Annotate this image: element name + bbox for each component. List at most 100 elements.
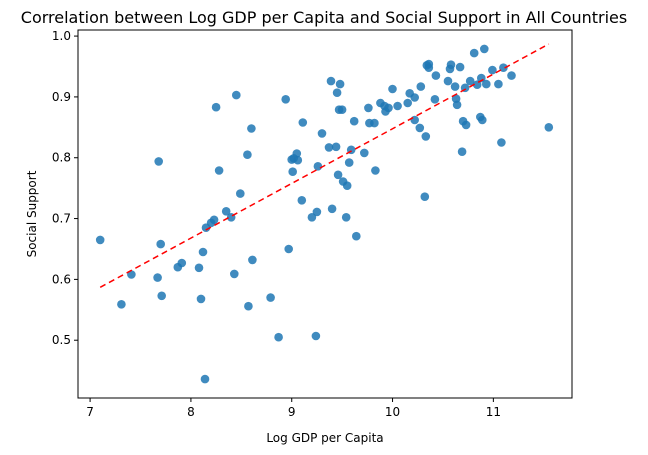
y-tick-label: 0.9 [52, 90, 71, 104]
scatter-point-60 [364, 103, 373, 113]
scatter-point-104 [497, 138, 506, 147]
scatter-point-99 [478, 115, 487, 125]
scatter-point-55 [344, 158, 354, 167]
scatter-point-59 [360, 148, 369, 158]
scatter-point-32 [288, 167, 298, 176]
scatter-point-50 [335, 79, 345, 89]
scatter-point-70 [403, 98, 413, 108]
scatter-point-23 [243, 150, 252, 159]
x-axis-label: Log GDP per Capita [266, 431, 383, 445]
scatter-point-4 [154, 157, 163, 166]
scatter-point-80 [424, 63, 434, 72]
scatter-point-95 [469, 48, 479, 58]
scatter-point-86 [450, 82, 460, 91]
y-tick-label: 0.8 [52, 151, 71, 165]
scatter-point-28 [274, 332, 283, 342]
scatter-point-57 [349, 116, 359, 126]
scatter-point-47 [332, 88, 342, 97]
scatter-point-72 [410, 115, 420, 125]
scatter-point-34 [292, 149, 302, 158]
scatter-point-45 [327, 204, 337, 214]
x-tick-label: 11 [486, 405, 501, 419]
scatter-point-63 [371, 166, 380, 175]
scatter-point-68 [388, 84, 397, 94]
scatter-point-41 [313, 162, 323, 171]
scatter-point-9 [194, 263, 204, 273]
scatter-point-18 [221, 207, 231, 216]
scatter-point-90 [457, 147, 467, 156]
scatter-point-11 [198, 247, 208, 257]
trend-line [99, 43, 550, 288]
x-tick-label: 7 [86, 405, 94, 419]
scatter-point-69 [393, 101, 402, 111]
scatter-point-54 [342, 181, 352, 190]
y-axis-label: Social Support [25, 170, 39, 257]
scatter-point-85 [446, 60, 456, 69]
scatter-point-22 [236, 189, 245, 198]
scatter-point-94 [465, 76, 475, 86]
scatter-point-48 [333, 170, 343, 180]
scatter-point-100 [480, 44, 489, 54]
scatter-point-39 [311, 331, 321, 341]
scatter-point-74 [415, 123, 425, 133]
y-tick-label: 1.0 [52, 29, 71, 43]
scatter-point-53 [341, 213, 351, 222]
scatter-point-16 [211, 102, 221, 112]
chart-title: Correlation between Log GDP per Capita a… [20, 8, 628, 27]
scatter-point-26 [248, 255, 257, 265]
scatter-point-83 [443, 76, 453, 86]
scatter-point-6 [157, 291, 166, 301]
scatter-point-77 [421, 132, 431, 141]
scatter-point-51 [337, 105, 347, 114]
scatter-point-1 [117, 300, 126, 309]
scatter-point-67 [384, 103, 393, 113]
scatter-point-29 [281, 95, 291, 104]
scatter-point-3 [153, 273, 162, 282]
scatter-point-106 [507, 71, 516, 80]
x-tick-label: 9 [288, 405, 296, 419]
scatter-point-35 [293, 155, 303, 165]
scatter-point-10 [196, 294, 206, 304]
scatter-point-89 [455, 62, 465, 72]
scatter-point-42 [317, 129, 327, 138]
y-tick-label: 0.5 [52, 333, 71, 347]
scatter-point-15 [209, 215, 219, 225]
y-axis: 0.5 0.6 0.7 0.8 0.9 1.0 [52, 29, 78, 347]
scatter-point-101 [482, 79, 491, 89]
scatter-point-0 [95, 235, 105, 245]
scatter-point-107 [544, 123, 554, 132]
scatter-point-44 [326, 76, 336, 86]
scatter-point-76 [420, 192, 430, 201]
scatter-point-105 [499, 63, 508, 72]
scatter-point-82 [431, 71, 441, 80]
scatter-point-102 [488, 65, 497, 75]
scatter-point-36 [297, 196, 307, 205]
x-tick-label: 8 [187, 405, 195, 419]
scatter-point-62 [370, 118, 379, 128]
scatter-point-30 [284, 244, 294, 254]
scatter-point-25 [247, 124, 256, 133]
scatter-point-73 [410, 93, 420, 102]
scatter-point-17 [214, 166, 224, 175]
scatter-point-81 [430, 95, 440, 104]
scatter-point-93 [461, 120, 471, 130]
scatter-point-58 [352, 231, 361, 241]
points-layer [95, 44, 554, 384]
scatter-point-43 [324, 143, 334, 152]
scatter-point-96 [472, 80, 482, 89]
x-tick-label: 10 [385, 405, 400, 419]
scatter-point-38 [307, 213, 317, 222]
scatter-point-21 [232, 90, 241, 100]
scatter-point-37 [298, 118, 308, 127]
scatter-point-88 [452, 100, 462, 110]
scatter-point-8 [177, 258, 187, 268]
x-axis: 7 8 9 10 11 [86, 398, 501, 419]
trend-layer [99, 43, 550, 288]
scatter-point-40 [312, 207, 322, 217]
scatter-point-24 [244, 301, 253, 311]
scatter-point-27 [266, 293, 275, 302]
scatter-point-12 [200, 374, 210, 384]
scatter-point-75 [416, 82, 426, 91]
y-tick-label: 0.7 [52, 212, 71, 226]
